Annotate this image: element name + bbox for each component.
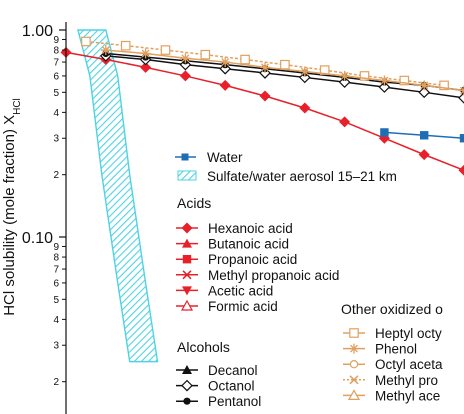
series-line-pentanol — [105, 52, 464, 92]
y-minor-tick-label: 2 — [53, 170, 59, 181]
data-point-hexanoic-acid — [179, 70, 191, 82]
data-point-phenol — [260, 62, 270, 73]
y-minor-tick-label: 9 — [53, 242, 59, 253]
data-point-hexanoic-acid — [140, 61, 152, 73]
acids-legend-marker-acetic-acid — [182, 286, 192, 296]
data-point-phenol — [339, 70, 350, 81]
data-point-phenol — [100, 45, 111, 56]
y-minor-tick-label: 4 — [53, 108, 59, 119]
data-point-hexanoic-acid — [339, 116, 351, 128]
series-line-octanol — [105, 55, 464, 99]
oxidized-legend-marker-phenol — [349, 343, 359, 354]
y-minor-tick-label: 2 — [53, 377, 59, 388]
data-point-phenol — [379, 75, 390, 86]
data-point-hexanoic-acid — [418, 149, 430, 161]
data-point-phenol — [299, 66, 310, 77]
y-major-tick-label: 0.10 — [22, 230, 53, 247]
acids-legend-label-formic-acid: Formic acid — [208, 299, 278, 314]
data-point-water — [420, 131, 429, 140]
y-minor-tick-label: 5 — [53, 88, 59, 99]
legend-oxidized-heading: Other oxidized o — [341, 301, 443, 317]
data-point-heptyl-octy — [399, 75, 410, 86]
alcohols-legend-label-decanol: Decanol — [208, 363, 258, 378]
series-phenol — [100, 45, 464, 96]
series-line-phenol — [105, 49, 464, 92]
acids-legend-label-hexanoic-acid: Hexanoic acid — [208, 221, 293, 236]
legend-aerosol-swatch — [177, 170, 197, 181]
alcohols-legend-marker-pentanol — [183, 397, 191, 405]
y-minor-tick-label: 3 — [53, 134, 59, 145]
data-point-water — [380, 128, 389, 137]
acids-legend-marker-hexanoic-acid — [181, 222, 193, 234]
legend-water-label: Water — [207, 150, 243, 165]
oxidized-legend-marker-heptyl-octy — [349, 328, 359, 338]
y-minor-tick-label: 7 — [53, 58, 59, 69]
acids-legend-label-propanoic-acid: Propanoic acid — [208, 252, 297, 267]
alcohols-legend-marker-octanol — [181, 379, 193, 392]
data-point-water — [459, 134, 464, 143]
y-minor-tick-label: 6 — [53, 71, 59, 82]
data-point-hexanoic-acid — [219, 79, 231, 91]
y-axis-label: HCl solubility (mole fraction) XHCl — [1, 98, 23, 316]
oxidized-legend-label-methyl-pro: Methyl pro — [375, 373, 438, 388]
aerosol-band — [77, 29, 159, 363]
acids-legend-label-acetic-acid: Acetic acid — [208, 283, 273, 298]
y-minor-tick-label: 6 — [53, 278, 59, 289]
series-water — [380, 128, 464, 143]
series-hexanoic-acid — [60, 46, 464, 176]
data-point-phenol — [180, 53, 191, 64]
y-minor-tick-label: 8 — [53, 46, 59, 57]
acids-legend-marker-methyl-propanoic-acid — [182, 270, 192, 280]
data-point-heptyl-octy — [240, 54, 250, 65]
acids-legend-marker-propanoic-acid — [182, 255, 192, 264]
acids-legend-marker-butanoic-acid — [182, 238, 192, 248]
alcohols-legend-label-octanol: Octanol — [208, 379, 255, 394]
data-point-heptyl-octy — [359, 71, 370, 81]
acids-legend-label-butanoic-acid: Butanoic acid — [208, 237, 289, 252]
oxidized-legend-label-methyl-ace: Methyl ace — [375, 388, 440, 403]
y-minor-tick-label: 9 — [53, 35, 59, 46]
data-point-heptyl-octy — [120, 40, 131, 51]
data-point-phenol — [140, 48, 151, 59]
legend-acids-heading: Acids — [177, 195, 211, 211]
y-minor-tick-label: 5 — [53, 295, 59, 306]
alcohols-legend-marker-decanol — [182, 365, 192, 374]
data-point-phenol — [419, 80, 430, 91]
oxidized-legend-marker-methyl-ace — [347, 389, 361, 400]
data-point-heptyl-octy — [280, 59, 290, 70]
y-minor-tick-label: 3 — [53, 341, 59, 352]
data-point-heptyl-octy — [81, 36, 91, 47]
oxidized-legend-label-heptyl-octy: Heptyl octy — [375, 326, 442, 341]
acids-legend-label-methyl-propanoic-acid: Methyl propanoic acid — [208, 268, 339, 283]
data-point-heptyl-octy — [439, 80, 449, 91]
data-point-heptyl-octy — [200, 49, 211, 60]
legend: Water Sulfate/water aerosol 15–21 km Aci… — [175, 150, 443, 409]
series-pentanol — [102, 49, 464, 95]
data-point-hexanoic-acid — [458, 164, 464, 176]
acids-legend-marker-formic-acid — [180, 299, 194, 311]
legend-water-marker — [181, 153, 189, 161]
legend-aerosol-label: Sulfate/water aerosol 15–21 km — [207, 169, 397, 184]
oxidized-legend-marker-methyl-pro — [349, 375, 359, 385]
y-minor-tick-label: 4 — [53, 315, 59, 326]
oxidized-legend-marker-octyl-aceta — [349, 360, 359, 369]
alcohols-legend-label-pentanol: Pentanol — [208, 394, 261, 409]
y-minor-tick-label: 7 — [53, 265, 59, 276]
oxidized-legend-label-phenol: Phenol — [375, 342, 417, 357]
y-minor-tick-label: 8 — [53, 253, 59, 264]
data-point-phenol — [220, 57, 231, 68]
legend-alcohols-heading: Alcohols — [177, 339, 230, 355]
y-major-tick-label: 1.00 — [22, 23, 53, 40]
data-point-hexanoic-acid — [259, 90, 271, 102]
oxidized-legend-label-octyl-aceta: Octyl aceta — [375, 357, 443, 372]
data-point-hexanoic-acid — [299, 102, 311, 114]
data-point-heptyl-octy — [160, 45, 171, 55]
data-point-octanol — [418, 86, 431, 99]
data-point-octanol — [458, 92, 464, 104]
